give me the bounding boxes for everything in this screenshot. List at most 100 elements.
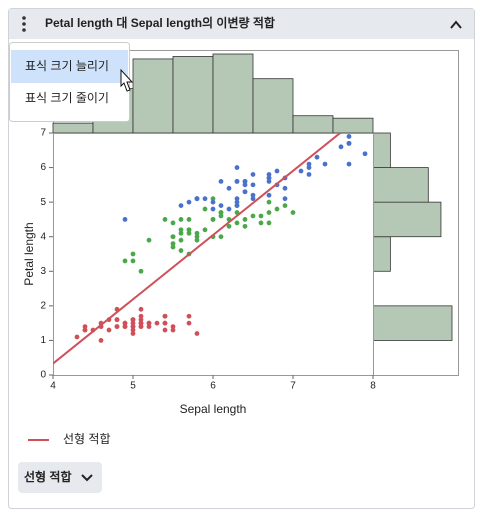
point: [130, 324, 136, 329]
y-tick-label: 5: [40, 197, 46, 208]
fit-button[interactable]: 선형 적합: [18, 462, 102, 493]
point: [82, 324, 88, 329]
point: [234, 196, 240, 202]
point: [266, 220, 272, 226]
point: [258, 220, 264, 226]
point: [162, 320, 168, 326]
point: [194, 230, 200, 236]
point: [306, 172, 312, 177]
point: [258, 213, 264, 219]
point: [202, 196, 208, 202]
x-tick-label: 7: [290, 381, 296, 392]
collapse-icon[interactable]: [450, 20, 462, 29]
point: [282, 196, 288, 202]
point: [306, 161, 312, 167]
point: [138, 324, 144, 329]
point: [170, 234, 176, 240]
point: [218, 234, 224, 240]
button-bg[interactable]: [18, 462, 102, 493]
point: [130, 251, 136, 257]
point: [170, 324, 176, 329]
point: [194, 237, 200, 243]
point: [250, 172, 256, 177]
x-hist-bar: [172, 56, 214, 134]
point: [130, 320, 136, 326]
button-label[interactable]: 선형 적합: [24, 469, 72, 484]
point: [186, 313, 192, 319]
point: [266, 210, 272, 215]
y-tick-label: 2: [40, 300, 46, 311]
point: [218, 213, 224, 219]
point: [122, 258, 128, 264]
point: [234, 199, 240, 205]
point: [138, 306, 144, 312]
point: [282, 185, 288, 191]
point: [266, 172, 272, 177]
point: [234, 203, 240, 209]
point: [194, 234, 200, 240]
point: [146, 324, 152, 329]
point: [314, 154, 320, 160]
point: [114, 317, 120, 323]
point: [170, 220, 176, 226]
point: [130, 258, 136, 264]
point: [266, 192, 272, 198]
panel-title: Petal length 대 Sepal length의 이변량 적합: [45, 15, 275, 30]
point: [242, 189, 248, 195]
point: [218, 210, 224, 215]
point: [242, 179, 248, 184]
y-tick-label: 3: [40, 266, 46, 277]
point: [146, 320, 152, 326]
cursor: [120, 68, 134, 92]
x-axis-label: Sepal length: [180, 402, 247, 416]
point: [266, 175, 272, 181]
point: [234, 165, 240, 170]
y-tick-label: 7: [40, 128, 46, 139]
point: [250, 192, 256, 198]
point: [162, 327, 168, 333]
point: [122, 217, 128, 222]
x-hist-bar: [252, 78, 294, 134]
y-tick-label: 6: [40, 162, 46, 173]
x-hist-bar: [132, 58, 174, 134]
menu-item[interactable]: 표식 크기 늘리기: [25, 59, 109, 73]
x-hist-bar: [52, 122, 94, 134]
y-tick-label: 1: [40, 335, 46, 346]
point: [226, 206, 232, 212]
y-hist-bar: [372, 201, 442, 238]
plot-area: [53, 133, 374, 376]
y-hist-bar: [372, 132, 391, 168]
point: [82, 327, 88, 333]
point: [210, 217, 216, 222]
point: [138, 320, 144, 326]
menu: 표식 크기 늘리기 표식 크기 줄이기: [9, 42, 134, 122]
point: [170, 241, 176, 247]
legend-label: 선형 적합: [63, 432, 111, 446]
point: [202, 227, 208, 233]
point: [274, 206, 280, 212]
point: [250, 196, 256, 202]
point: [274, 168, 280, 174]
point: [306, 165, 312, 170]
point: [178, 230, 184, 236]
kebab-icon[interactable]: [22, 16, 26, 32]
x-tick-label: 6: [210, 381, 216, 392]
point: [178, 248, 184, 253]
point: [346, 140, 352, 146]
fit-line: [53, 133, 342, 365]
point: [242, 217, 248, 222]
point: [130, 331, 136, 336]
point: [250, 182, 256, 188]
point: [138, 313, 144, 319]
menu-item[interactable]: 표식 크기 줄이기: [25, 91, 109, 105]
x-hist-bar: [292, 115, 334, 134]
point: [114, 324, 120, 329]
point: [178, 203, 184, 209]
point: [178, 237, 184, 243]
point: [338, 144, 344, 150]
point: [138, 268, 144, 274]
panel-header: [9, 9, 474, 39]
point: [234, 179, 240, 184]
point: [210, 206, 216, 212]
